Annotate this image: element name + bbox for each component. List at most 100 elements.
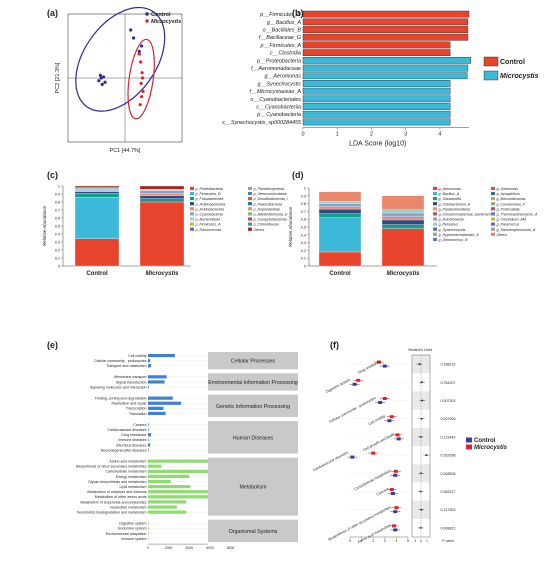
kegg-bar bbox=[148, 526, 149, 530]
lda-bar-label: o__Cyanobacteriales bbox=[250, 97, 301, 103]
phylum-legend-swatch bbox=[248, 212, 252, 216]
kegg-bar bbox=[148, 505, 177, 509]
kegg-group-label: Organismal Systems bbox=[229, 529, 278, 535]
ttest-p-value: 0.217503 bbox=[441, 508, 456, 512]
kegg-bar-label: Immune diseases bbox=[118, 438, 146, 442]
phylum-stack-segment bbox=[74, 238, 120, 267]
lda-legend-swatch bbox=[483, 56, 499, 67]
phylum-legend-label: p_Deinococcota bbox=[195, 228, 222, 232]
genus-legend-label: g_Thermoactinomyces_A bbox=[497, 213, 538, 217]
lda-bar-label: p__Proteobacteria bbox=[256, 58, 301, 64]
kegg-group-label: Metabolism bbox=[239, 485, 267, 491]
genus-legend-swatch bbox=[491, 212, 495, 216]
phylum-category-label: Control bbox=[86, 271, 108, 277]
lda-bar bbox=[302, 87, 451, 95]
genus-legend-swatch bbox=[491, 227, 495, 231]
phylum-stack-segment bbox=[74, 193, 120, 198]
phylum-stack-segment bbox=[139, 193, 185, 196]
phylum-legend-swatch bbox=[190, 207, 194, 211]
genus-tick-label: 0 bbox=[304, 265, 306, 269]
phylum-legend-label: p_Proteobacteria bbox=[195, 187, 223, 191]
ttest-category-label: Drug resistance bbox=[357, 359, 381, 374]
kegg-bar-label: Endocrine system bbox=[118, 527, 147, 531]
kegg-bar bbox=[148, 464, 162, 468]
phylum-legend-swatch bbox=[248, 217, 252, 221]
phylum-tick-label: 0.1 bbox=[55, 257, 60, 261]
kegg-bar-label: Immune system bbox=[121, 537, 146, 541]
lda-bar bbox=[302, 118, 451, 126]
kegg-bar bbox=[148, 353, 175, 358]
phylum-stack-segment bbox=[74, 187, 120, 190]
kegg-bar-label: Metabolism of cofactors and vitamins bbox=[87, 490, 146, 494]
kegg-bar bbox=[148, 474, 190, 479]
phylum-tick-label: 0.8 bbox=[55, 201, 60, 205]
kegg-bar bbox=[148, 536, 149, 541]
ttest-p-value: 0.131442 bbox=[441, 435, 456, 439]
genus-legend-label: g_Synechocystis bbox=[439, 228, 466, 232]
genus-tick-label: 1 bbox=[304, 187, 306, 191]
panel-label-c: (c) bbox=[47, 170, 58, 180]
genus-legend-swatch bbox=[433, 186, 437, 190]
genus-legend-label: g_Protocatella bbox=[497, 207, 520, 211]
phylum-legend-label: p_Bdellovibrionota_E bbox=[253, 213, 289, 217]
genus-legend-label: g_Hyphomicrobiaceae_A bbox=[439, 233, 480, 237]
genus-stack-segment bbox=[381, 212, 425, 218]
phylum-stack-segment bbox=[74, 185, 120, 188]
lda-bar bbox=[302, 103, 451, 110]
genus-tick-label: 0.3 bbox=[301, 241, 306, 245]
phylum-legend-swatch bbox=[248, 207, 252, 211]
ttest-p-axis-label: P-value bbox=[442, 539, 454, 543]
genus-stack-segment bbox=[318, 206, 362, 210]
pca-point-microcystis bbox=[140, 76, 145, 80]
genus-legend-label: g_Brevundimonas bbox=[497, 197, 526, 201]
phylum-tick-label: 1 bbox=[58, 185, 60, 189]
kegg-group-box bbox=[208, 394, 298, 417]
pca-point-microcystis bbox=[137, 52, 141, 56]
phylum-legend-swatch bbox=[248, 197, 252, 201]
lda-bar bbox=[302, 110, 451, 118]
kegg-bar-label: Lipid metabolism bbox=[120, 485, 147, 489]
ci-tick-label: -1 bbox=[413, 539, 416, 543]
lda-bar bbox=[302, 72, 468, 80]
kegg-bar-label: Environmental adaptation bbox=[106, 532, 147, 536]
pca-legend-marker bbox=[145, 19, 149, 23]
genus-legend-label: g_Stenotrophomonas_A bbox=[497, 228, 536, 232]
genus-legend-swatch bbox=[491, 222, 495, 226]
panel-label-f: (f) bbox=[330, 340, 339, 350]
kegg-bar bbox=[148, 406, 164, 410]
kegg-tick-label: 4000 bbox=[186, 546, 194, 550]
phylum-stack-segment bbox=[139, 185, 185, 190]
phylum-legend-label: p_Cyanobacteria bbox=[195, 213, 223, 217]
pca-point-microcystis bbox=[141, 89, 145, 93]
phylum-legend-swatch bbox=[190, 227, 194, 231]
lda-x-axis-label: LDA Score (log10) bbox=[349, 141, 406, 148]
phylum-y-axis-label: Relative Abundance bbox=[42, 205, 47, 246]
kegg-bar bbox=[148, 422, 149, 427]
lda-bar-label: f__Bacillaceae_G bbox=[259, 35, 301, 41]
ttest-legend-swatch bbox=[466, 444, 472, 450]
pca-point-microcystis bbox=[139, 60, 143, 64]
kegg-bar bbox=[148, 495, 208, 499]
pca-legend-label: Control bbox=[151, 12, 171, 18]
kegg-bar-label: Infectious diseases bbox=[116, 443, 147, 447]
genus-legend-swatch bbox=[491, 232, 495, 236]
phylum-legend-swatch bbox=[248, 202, 252, 206]
genus-stack-segment bbox=[381, 224, 425, 229]
phylum-tick-label: 0.2 bbox=[55, 249, 60, 253]
phylum-legend-label: p_Firmicutes_D bbox=[195, 192, 222, 196]
genus-legend-swatch bbox=[433, 227, 437, 231]
genus-tick-label: 0.1 bbox=[301, 257, 306, 261]
genus-legend-swatch bbox=[433, 222, 437, 226]
lda-bar-label: p__Firmicutes_D bbox=[259, 12, 301, 18]
kegg-bar bbox=[148, 411, 166, 416]
kegg-group-label: Environmental Information Processing bbox=[208, 380, 298, 386]
phylum-legend-label: p_Chloroflexota bbox=[253, 223, 279, 227]
kegg-bar-label: Transcription bbox=[126, 407, 147, 411]
kegg-bar bbox=[148, 359, 151, 363]
kegg-bar bbox=[148, 459, 237, 463]
lda-legend-label: Control bbox=[500, 59, 525, 66]
genus-legend-swatch bbox=[433, 202, 437, 206]
ttest-legend-swatch bbox=[466, 437, 472, 443]
ttest-p-value: 0.262658 bbox=[441, 454, 456, 458]
genus-legend-swatch bbox=[433, 217, 437, 221]
